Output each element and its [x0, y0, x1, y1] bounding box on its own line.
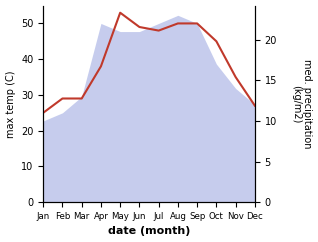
X-axis label: date (month): date (month) [108, 227, 190, 236]
Y-axis label: med. precipitation
(kg/m2): med. precipitation (kg/m2) [291, 59, 313, 149]
Y-axis label: max temp (C): max temp (C) [5, 70, 16, 138]
